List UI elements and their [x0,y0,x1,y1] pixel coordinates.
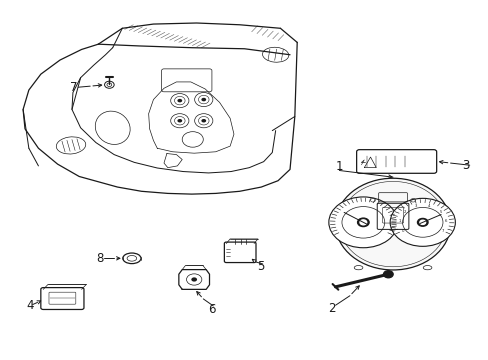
Circle shape [359,220,366,225]
Text: 8: 8 [96,252,103,265]
Text: 6: 6 [444,219,446,223]
Circle shape [357,218,368,226]
Text: 4: 4 [26,300,34,312]
Text: 1: 1 [335,161,343,174]
Circle shape [201,98,206,101]
Circle shape [177,119,182,122]
Text: 7: 7 [69,81,77,94]
Text: 5: 5 [439,210,441,214]
Circle shape [389,198,454,246]
Circle shape [328,197,397,248]
Text: 2: 2 [403,210,406,214]
Text: 6: 6 [208,303,215,316]
Circle shape [417,219,427,226]
Text: 2: 2 [327,302,335,315]
Circle shape [383,271,392,278]
Circle shape [191,277,197,282]
Text: 3: 3 [461,159,468,172]
Text: 3: 3 [414,204,416,208]
Text: 0: 0 [401,229,404,233]
Text: 7: 7 [440,229,443,233]
Text: 4: 4 [427,204,430,208]
Circle shape [177,99,182,102]
Text: 5: 5 [257,260,264,273]
Circle shape [201,119,206,122]
Ellipse shape [335,178,449,270]
Circle shape [419,220,425,224]
Text: 1: 1 [398,219,401,223]
